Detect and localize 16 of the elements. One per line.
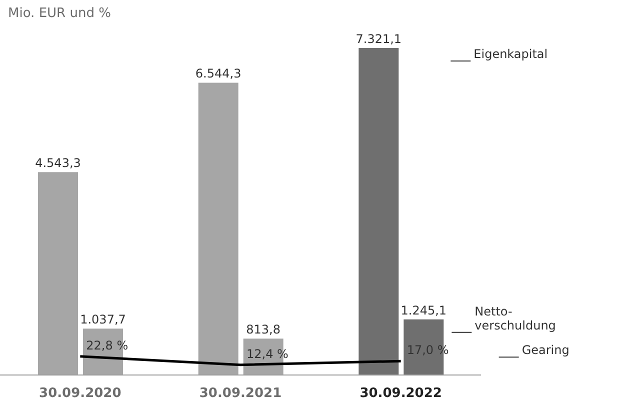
data-label: 4.543,3 — [35, 156, 81, 170]
bar — [38, 172, 78, 375]
data-label: 1.037,7 — [80, 312, 126, 327]
data-label: 7.321,1 — [356, 32, 402, 46]
x-tick-label: 30.09.2022 — [360, 386, 442, 401]
data-label: 6.544,3 — [195, 66, 242, 81]
data-label: 813,8 — [246, 322, 281, 337]
x-tick-label: 30.09.2020 — [39, 386, 122, 401]
text: Eigenkapital — [474, 47, 548, 61]
bar — [358, 48, 399, 375]
bar — [198, 82, 238, 375]
data-label: 1.245,1 — [400, 303, 447, 318]
text: Netto- verschuldung — [474, 304, 556, 332]
y-axis-title: Mio. EUR und % — [8, 6, 111, 21]
x-tick-label: 30.09.2021 — [199, 386, 282, 401]
text: Gearing — [522, 343, 570, 358]
